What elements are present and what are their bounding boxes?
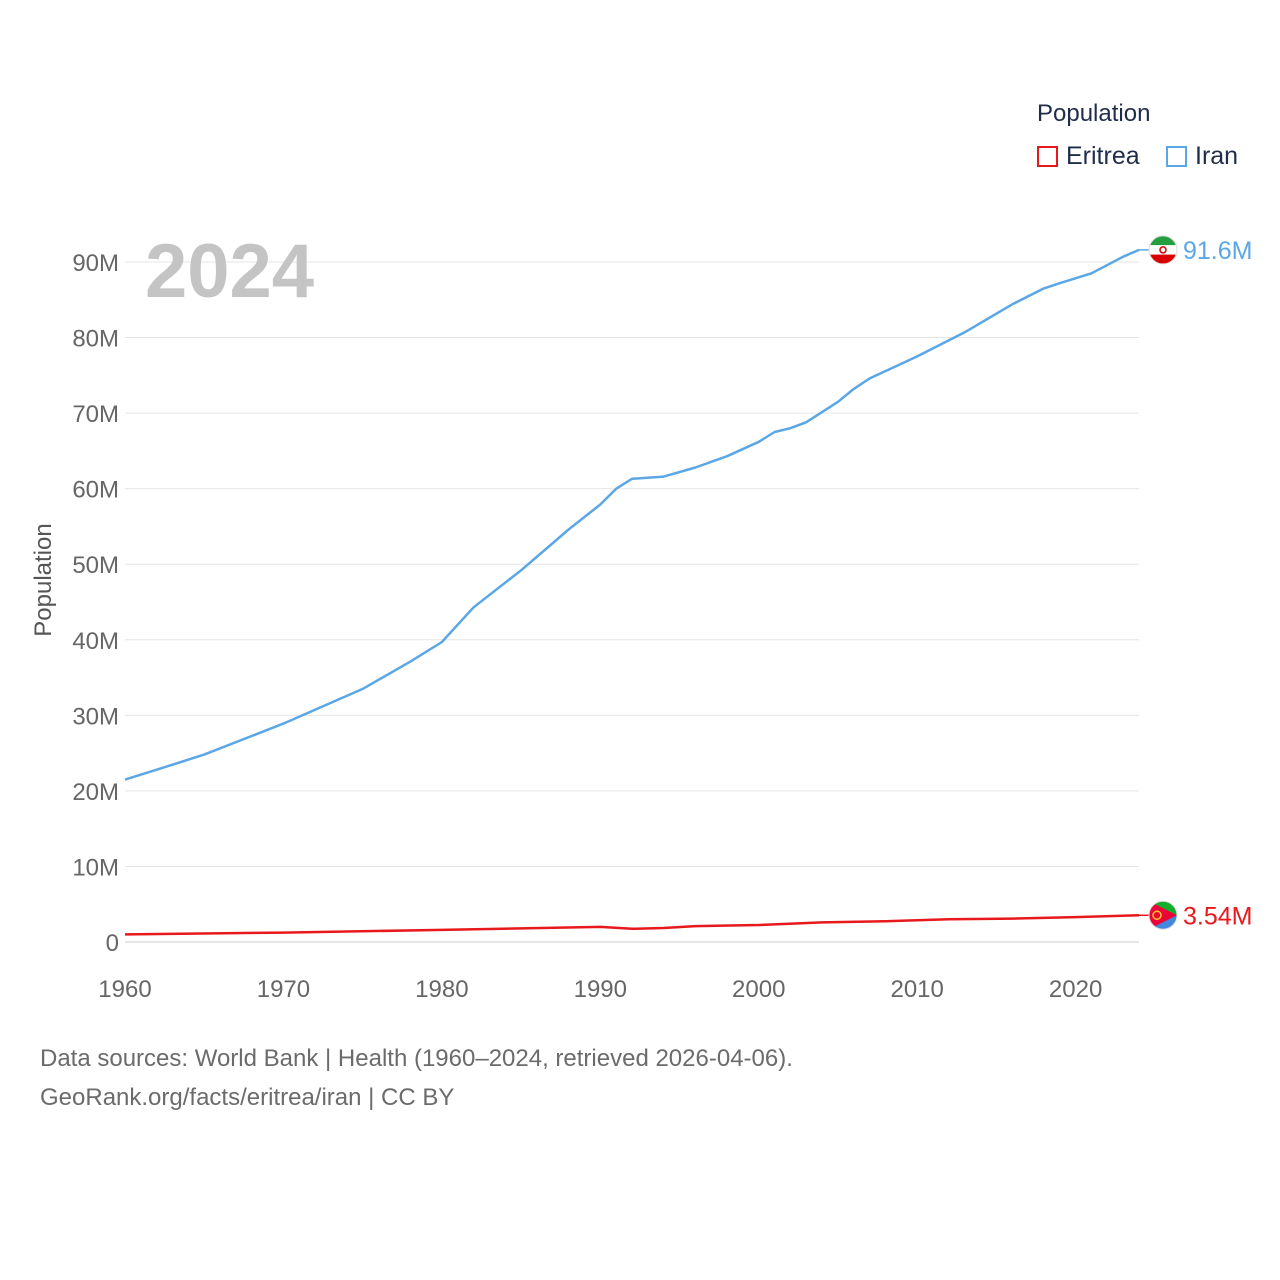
- source-line-1: Data sources: World Bank | Health (1960–…: [40, 1045, 793, 1072]
- legend-swatch-eritrea: [1037, 146, 1058, 167]
- legend-title: Population: [1037, 100, 1151, 127]
- x-tick-label: 2020: [1049, 976, 1102, 1003]
- end-label-eritrea: 3.54M: [1183, 902, 1252, 930]
- x-tick-label: 2000: [732, 976, 785, 1003]
- y-axis-label: Population: [30, 523, 57, 636]
- y-tick-label: 60M: [72, 477, 119, 504]
- y-tick-label: 0: [106, 930, 119, 957]
- series-line-eritrea[interactable]: [124, 914, 1140, 936]
- y-tick-label: 90M: [72, 250, 119, 277]
- x-tick-label: 1960: [98, 976, 151, 1003]
- x-tick-label: 1990: [574, 976, 627, 1003]
- iran-flag-icon: [1148, 235, 1178, 265]
- y-axis-ticks: 0 10M 20M 30M 40M 50M 60M 70M 80M 90M: [72, 250, 119, 957]
- y-tick-label: 70M: [72, 401, 119, 428]
- series-line-iran[interactable]: [124, 248, 1140, 781]
- y-tick-label: 40M: [72, 628, 119, 655]
- source-line-2[interactable]: GeoRank.org/facts/eritrea/iran | CC BY: [40, 1084, 455, 1111]
- y-tick-label: 10M: [72, 854, 119, 881]
- eritrea-flag-icon: [1148, 900, 1178, 930]
- legend-item-iran[interactable]: Iran: [1166, 142, 1238, 171]
- gridlines: [125, 261, 1139, 943]
- legend-label-iran: Iran: [1195, 142, 1239, 170]
- legend-swatch-iran: [1166, 146, 1187, 167]
- series-end-markers: 3.54M 91.6M: [1139, 235, 1252, 930]
- x-tick-label: 1980: [415, 976, 468, 1003]
- y-tick-label: 20M: [72, 779, 119, 806]
- legend-item-eritrea[interactable]: Eritrea: [1037, 142, 1140, 171]
- x-tick-label: 2010: [890, 976, 943, 1003]
- y-tick-label: 80M: [72, 326, 119, 353]
- x-axis-ticks: 1960 1970 1980 1990 2000 2010 2020: [98, 976, 1102, 1003]
- y-tick-label: 50M: [72, 552, 119, 579]
- x-tick-label: 1970: [257, 976, 310, 1003]
- series-lines: [124, 248, 1140, 936]
- end-label-iran: 91.6M: [1183, 237, 1252, 265]
- y-tick-label: 30M: [72, 703, 119, 730]
- year-label: 2024: [145, 229, 315, 314]
- legend-label-eritrea: Eritrea: [1066, 142, 1140, 170]
